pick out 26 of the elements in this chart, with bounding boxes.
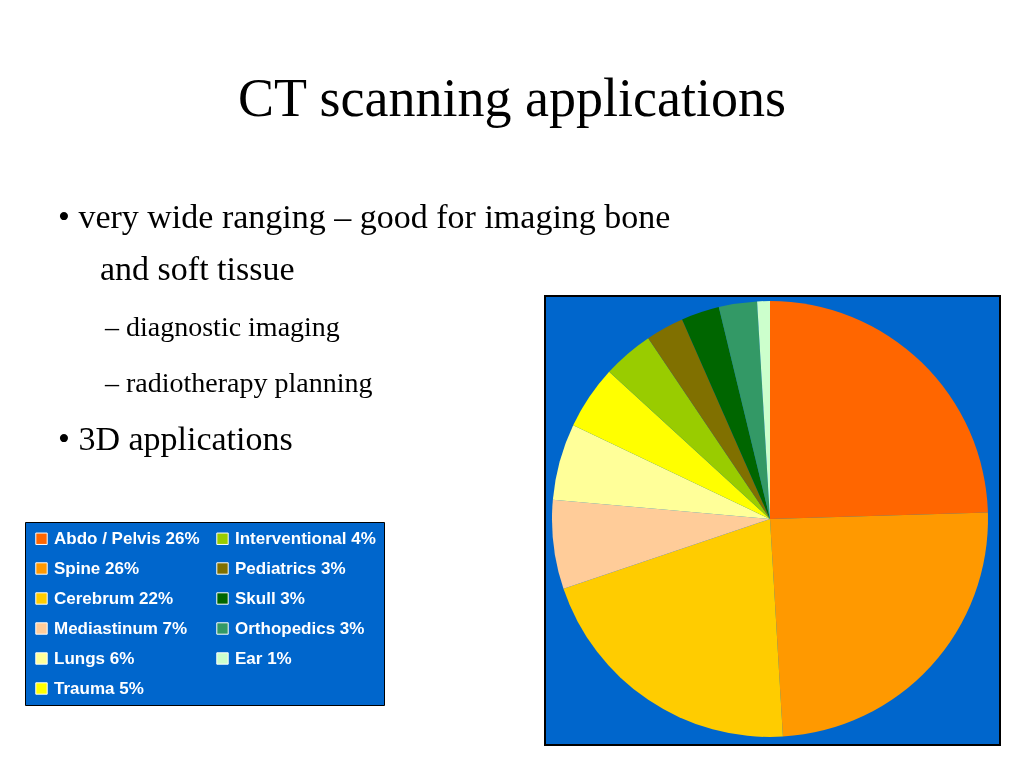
legend-label: Abdo / Pelvis 26% <box>54 528 200 548</box>
pie-slice <box>563 519 783 737</box>
text: – diagnostic imaging <box>104 311 340 342</box>
pie-slice <box>682 307 770 519</box>
pie-slice <box>609 338 770 519</box>
text: • 3D applications <box>58 420 293 457</box>
pie-slice <box>573 371 770 519</box>
legend-label: Lungs 6% <box>54 648 135 668</box>
legend-label: Spine 26% <box>54 558 140 578</box>
text: – radiotherapy planning <box>104 367 373 398</box>
legend-label: Interventional 4% <box>235 528 376 548</box>
legend-label: Skull 3% <box>235 588 305 608</box>
pie-slice <box>648 319 770 519</box>
legend-label: Ear 1% <box>235 648 292 668</box>
legend-label: Mediastinum 7% <box>54 618 188 638</box>
chart-title: CT scanning applications <box>238 68 786 128</box>
pie-slice <box>552 425 770 519</box>
legend-label: Trauma 5% <box>54 678 144 698</box>
pie-slice <box>770 512 988 737</box>
pie-slice <box>718 301 770 519</box>
pie-slice <box>552 499 770 589</box>
text: • very wide ranging – good for imaging bone and soft tissue <box>58 198 671 287</box>
legend-label: Pediatrics 3% <box>235 558 346 578</box>
legend-label: Cerebrum 22% <box>54 588 174 608</box>
legend-label: Orthopedics 3% <box>235 618 365 638</box>
pie-slice <box>770 301 988 519</box>
